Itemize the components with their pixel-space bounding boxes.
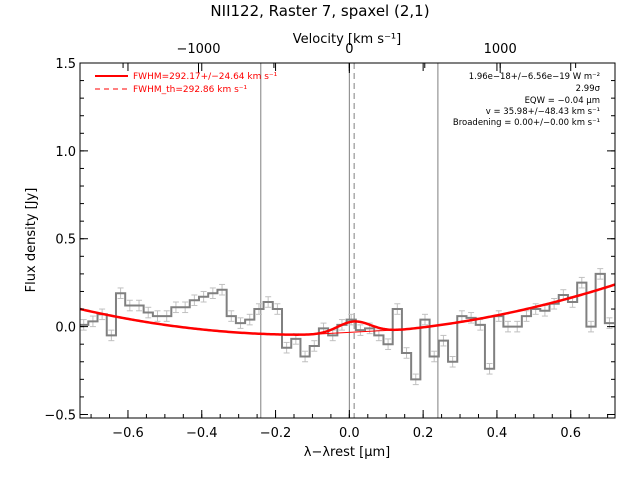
x-tick-label: 0.6 [560, 426, 581, 441]
x-tick-label: −0.4 [186, 426, 218, 441]
annotation-eqw: EQW = −0.04 μm [525, 96, 600, 106]
fit-baseline-segment [304, 329, 404, 336]
plot-frame [79, 62, 616, 419]
y-tick-label: 1.0 [55, 145, 76, 160]
legend: FWHM=292.17+/−24.64 km s⁻¹ FWHM_th=292.8… [95, 72, 278, 95]
x-tick-label: −0.6 [112, 426, 144, 441]
reference-lines [260, 63, 439, 418]
x-tick-label: −0.2 [260, 426, 292, 441]
spectrum-series [80, 272, 615, 381]
annotation-flux: 1.96e−18+/−6.56e−19 W m⁻² [469, 72, 600, 82]
error-bars [80, 268, 613, 386]
y-tick-label: 0.5 [55, 233, 76, 248]
y-tick-label: 0.0 [55, 321, 76, 336]
x-tick-label: 0.2 [413, 426, 434, 441]
annotations: 1.96e−18+/−6.56e−19 W m⁻² 2.99σ EQW = −0… [453, 72, 601, 128]
top-tick-label: −1000 [176, 42, 220, 57]
legend-entry-fwhm-th: FWHM_th=292.86 km s⁻¹ [133, 85, 248, 95]
top-tick-label: 0 [345, 42, 353, 57]
annotation-significance: 2.99σ [576, 84, 601, 94]
annotation-velocity: v = 35.98+/−48.43 km s⁻¹ [486, 107, 600, 117]
x-tick-label: 0.4 [487, 426, 508, 441]
spectrum-step-line [80, 272, 615, 381]
y-tick-label: 1.5 [55, 57, 76, 72]
annotation-broadening: Broadening = 0.00+/−0.00 km s⁻¹ [453, 118, 600, 128]
y-axis-label: Flux density [Jy] [24, 188, 39, 293]
fit-curve [79, 283, 616, 336]
top-axis-label: Velocity [km s⁻¹] [293, 32, 401, 47]
chart-title: NII122, Raster 7, spaxel (2,1) [210, 2, 429, 20]
fit-series [79, 283, 616, 336]
axes: −0.6 −0.4 −0.2 0.0 0.2 0.4 0.6 −0.5 0.0 0.5 1.0 1.5… [44, 42, 615, 441]
legend-entry-fwhm: FWHM=292.17+/−24.64 km s⁻¹ [133, 72, 278, 82]
x-axis-label: λ−λrest [μm] [304, 445, 390, 460]
y-tick-label: −0.5 [44, 408, 76, 423]
x-tick-label: 0.0 [339, 426, 360, 441]
top-tick-label: 1000 [484, 42, 517, 57]
